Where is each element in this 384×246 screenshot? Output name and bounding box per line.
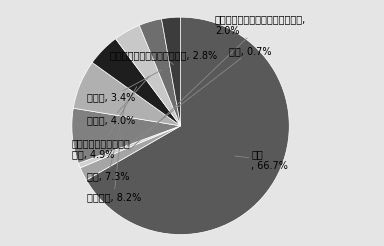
Wedge shape [162, 17, 180, 126]
Text: 旅行, 7.3%: 旅行, 7.3% [87, 106, 129, 181]
Text: 美容・健康に関連する
もの, 4.9%: 美容・健康に関連する もの, 4.9% [72, 87, 137, 160]
Wedge shape [73, 62, 180, 126]
Text: スイーツ, 8.2%: スイーツ, 8.2% [87, 134, 141, 202]
Wedge shape [78, 126, 180, 168]
Text: グルメ, 4.0%: グルメ, 4.0% [87, 76, 149, 125]
Wedge shape [139, 19, 180, 126]
Wedge shape [116, 25, 180, 126]
Wedge shape [72, 108, 180, 163]
Text: その他, 3.4%: その他, 3.4% [87, 70, 162, 102]
Wedge shape [86, 17, 289, 234]
Text: 洋服・ファッション・装飾品, 2.8%: 洋服・ファッション・装飾品, 2.8% [109, 50, 217, 65]
Wedge shape [80, 126, 180, 180]
Text: くらし・生活に関連するアイテム,
2.0%: くらし・生活に関連するアイテム, 2.0% [129, 14, 306, 150]
Text: お花
, 66.7%: お花 , 66.7% [235, 149, 288, 171]
Text: 家電, 0.7%: 家電, 0.7% [127, 46, 271, 146]
Wedge shape [92, 39, 180, 126]
